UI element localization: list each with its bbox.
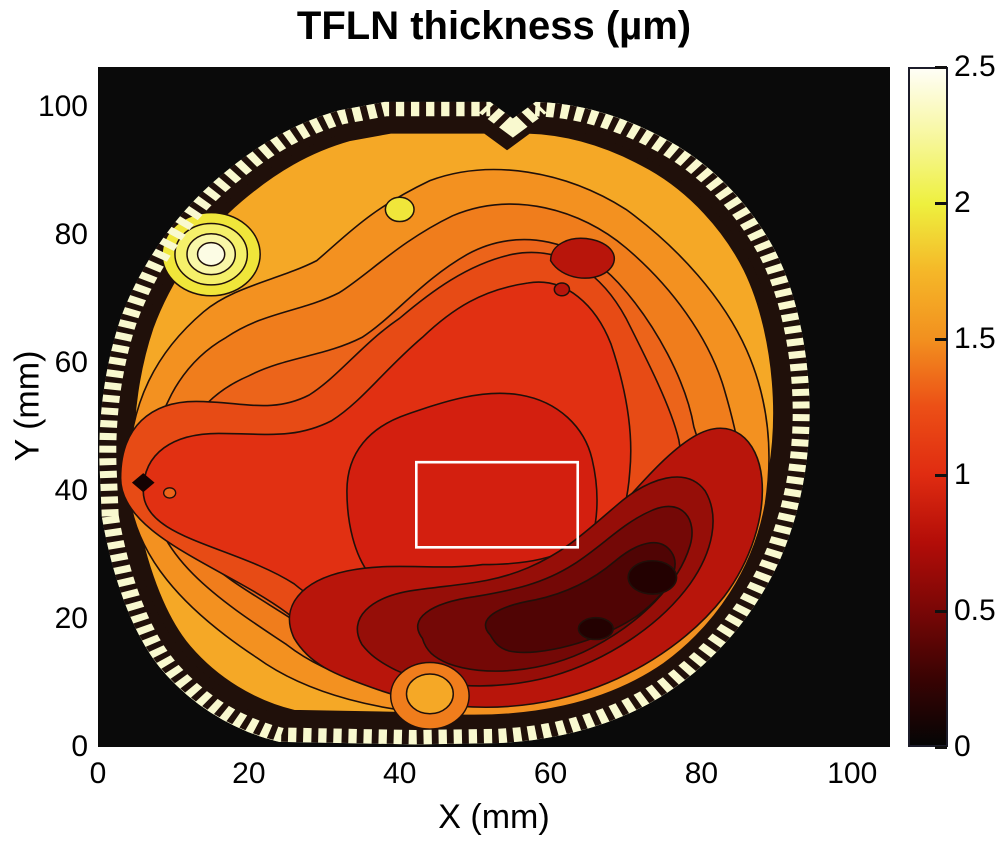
colorbar-tick-mark [935,745,947,749]
x-tick-label: 0 [89,757,107,790]
chart-title: TFLN thickness (µm) [296,4,692,48]
near-black-minimum [628,561,676,594]
colorbar-tick-mark [935,473,947,477]
x-axis-label: X (mm) [438,798,550,836]
small-yellow-spot [385,197,414,221]
dark-spot-secondary [578,618,613,640]
orange-bump-bottom [391,663,469,730]
x-tick-label: 80 [684,757,719,790]
colorbar-tick-mark [935,201,947,205]
colorbar-tick-mark [935,65,947,69]
local-max-bullseye [162,213,260,296]
x-tick-label: 60 [533,757,568,790]
x-tick-label: 100 [827,757,878,790]
dark-spot-upper-right [551,238,615,295]
small-dot-near-diamond [164,488,176,498]
y-tick-label: 80 [54,218,88,251]
colorbar-tick-mark [935,609,947,613]
wafer-contour-map [99,101,810,745]
black-diamond-marker [131,473,155,493]
contour-plot-canvas [98,67,890,747]
colorbar-tick-label: 0 [954,730,971,763]
y-tick-label: 20 [54,602,88,635]
colorbar-tick-label: 1.5 [954,322,996,355]
colorbar-tick-label: 0.5 [954,594,996,627]
colorbar-tick-label: 2.5 [954,50,996,83]
colorbar-tick-label: 1 [954,458,971,491]
contour-band-0.3 [486,543,676,653]
annotation-rectangle [416,462,577,547]
colorbar [908,67,948,747]
x-tick-label: 20 [232,757,266,790]
plot-area [98,67,890,747]
y-tick-label: 100 [37,90,88,123]
colorbar-tick-label: 2 [954,186,971,219]
y-tick-label: 40 [54,474,88,507]
y-tick-label: 60 [54,346,88,379]
colorbar-tick-mark [935,337,947,341]
y-tick-label: 0 [71,730,88,763]
x-tick-label: 40 [383,757,417,790]
